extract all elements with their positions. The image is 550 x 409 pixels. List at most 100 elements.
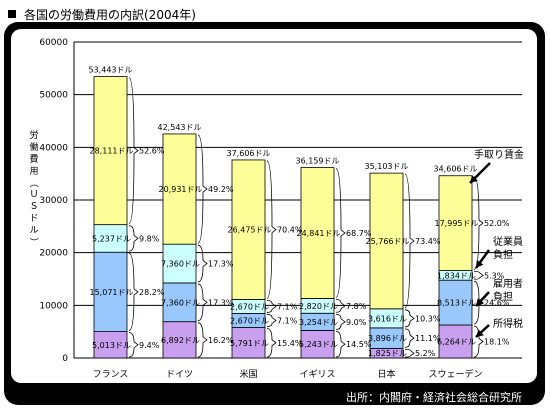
legend-employer-arrow-head: [476, 298, 484, 306]
value-label-employee-1: 7,360ドル: [161, 260, 200, 269]
value-label-employer-4: 3,896ドル: [368, 334, 407, 343]
chart-title-bar: 各国の労働費用の内訳(2004年): [8, 6, 196, 23]
y-axis-label-char-1: 働: [29, 141, 38, 153]
pct-label-employer-1: 17.3%: [208, 298, 234, 307]
y-axis-label-char-7: ド: [29, 214, 38, 224]
value-label-income-tax-1: 6,892ドル: [161, 336, 200, 345]
legend-employer-line1: 雇用者: [493, 277, 523, 290]
legend-employee-line1: 従業員: [493, 235, 523, 248]
brace-takehome-4: [404, 173, 415, 309]
value-label-income-tax-5: 6,264ドル: [437, 338, 476, 347]
value-label-employer-3: 3,254ドル: [299, 318, 338, 327]
total-label-1: 42,543ドル: [158, 123, 202, 132]
pct-label-takehome-4: 73.4%: [415, 237, 441, 246]
value-label-income-tax-2: 5,791ドル: [230, 339, 269, 348]
title-square-icon: [8, 10, 16, 18]
pct-label-employee-4: 10.3%: [415, 314, 441, 323]
y-tick-label-0: 0: [62, 354, 68, 364]
bar-employee-1: [162, 243, 197, 284]
y-axis-label-char-4: （: [28, 178, 39, 187]
value-label-takehome-5: 17,995ドル: [435, 219, 479, 228]
value-label-employer-2: 2,670ドル: [230, 316, 269, 325]
pct-label-employer-0: 28.2%: [139, 288, 165, 297]
bar-income-tax-5: [438, 324, 473, 359]
x-tick-label-0: フランス: [93, 369, 129, 380]
legend-employee-arrow-head: [476, 259, 484, 268]
value-label-takehome-1: 20,931ドル: [159, 185, 203, 194]
value-label-employee-3: 2,820ドル: [299, 302, 338, 311]
value-label-employee-0: 5,237ドル: [92, 234, 131, 243]
pct-label-employee-5: 5.3%: [484, 271, 505, 280]
value-label-employee-5: 1,834ドル: [437, 271, 476, 280]
value-label-takehome-2: 26,475ドル: [228, 226, 272, 235]
brace-employee-3: [335, 298, 346, 313]
pct-label-takehome-1: 49.2%: [208, 185, 234, 194]
brace-income-tax-1: [197, 322, 208, 358]
total-label-5: 34,606ドル: [434, 165, 478, 174]
brace-employee-0: [128, 225, 139, 252]
y-tick-label-1: 10000: [39, 301, 68, 311]
legend-takehome: 手取り賃金: [474, 148, 524, 161]
legend-income-tax: 所得税: [493, 317, 523, 330]
pct-label-employee-1: 17.3%: [208, 260, 234, 269]
pct-label-takehome-3: 68.7%: [346, 229, 372, 238]
x-tick-label-4: 日本: [377, 368, 395, 380]
y-axis-label-char-5: Ｕ: [29, 190, 38, 200]
value-label-employee-2: 2,670ドル: [230, 302, 269, 311]
legend-employer-line2: 負担: [493, 291, 513, 303]
y-tick-label-2: 20000: [39, 249, 68, 259]
brace-employee-4: [404, 309, 415, 328]
pct-label-takehome-5: 52.0%: [484, 219, 510, 228]
pct-label-income-tax-3: 14.5%: [346, 340, 372, 349]
y-axis-label-char-6: Ｓ: [29, 202, 38, 212]
y-tick-label-5: 50000: [39, 91, 68, 101]
bar-employer-5: [438, 279, 473, 326]
pct-label-income-tax-0: 9.4%: [139, 341, 160, 350]
brace-income-tax-5: [473, 325, 484, 358]
y-tick-label-6: 60000: [39, 38, 68, 48]
bar-takehome-1: [162, 133, 197, 245]
value-label-takehome-3: 24,841ドル: [297, 229, 341, 238]
y-tick-label-3: 30000: [39, 196, 68, 206]
value-label-takehome-0: 28,111ドル: [90, 147, 134, 156]
bar-income-tax-3: [300, 329, 335, 359]
legend-employee-line2: 負担: [493, 249, 513, 261]
brace-employer-0: [128, 252, 139, 331]
pct-label-employer-5: 24.6%: [484, 299, 510, 308]
pct-label-income-tax-4: 5.2%: [415, 349, 436, 358]
source-note: 出所：内閣府・経済社会総合研究所: [346, 391, 522, 404]
value-label-employer-1: 7,360ドル: [161, 298, 200, 307]
brace-income-tax-2: [266, 328, 277, 358]
y-axis-label-char-0: 労: [29, 129, 38, 141]
pct-label-income-tax-2: 15.4%: [277, 339, 303, 348]
brace-income-tax-3: [335, 330, 346, 358]
value-label-employee-4: 3,616ドル: [368, 314, 407, 323]
brace-employer-5: [473, 280, 484, 325]
brace-income-tax-0: [128, 332, 139, 358]
total-label-4: 35,103ドル: [365, 162, 409, 171]
pct-label-employer-2: 7.1%: [277, 316, 298, 325]
brace-employer-3: [335, 313, 346, 330]
bar-takehome-3: [300, 167, 335, 299]
brace-employee-5: [473, 271, 484, 280]
chart-title: 各国の労働費用の内訳(2004年): [24, 8, 196, 22]
pct-label-employee-3: 7.8%: [346, 302, 367, 311]
total-label-0: 53,443ドル: [89, 66, 133, 75]
bar-takehome-0: [93, 76, 128, 226]
value-label-income-tax-3: 5,243ドル: [299, 340, 338, 349]
brace-takehome-0: [128, 77, 139, 225]
value-label-takehome-4: 25,766ドル: [366, 237, 410, 246]
legend-takehome-arrow-head: [470, 175, 478, 183]
y-tick-label-4: 40000: [39, 143, 68, 153]
bar-takehome-2: [231, 159, 266, 300]
x-tick-label-3: イギリス: [299, 369, 335, 380]
pct-label-income-tax-5: 18.1%: [484, 338, 510, 347]
value-label-income-tax-0: 5,013ドル: [92, 341, 131, 350]
brace-employer-4: [404, 328, 415, 348]
brace-employee-2: [266, 299, 277, 313]
total-label-2: 37,606ドル: [227, 149, 271, 158]
brace-takehome-2: [266, 160, 277, 299]
value-label-employer-5: 8,513ドル: [437, 299, 476, 308]
x-tick-label-1: ドイツ: [166, 370, 193, 380]
